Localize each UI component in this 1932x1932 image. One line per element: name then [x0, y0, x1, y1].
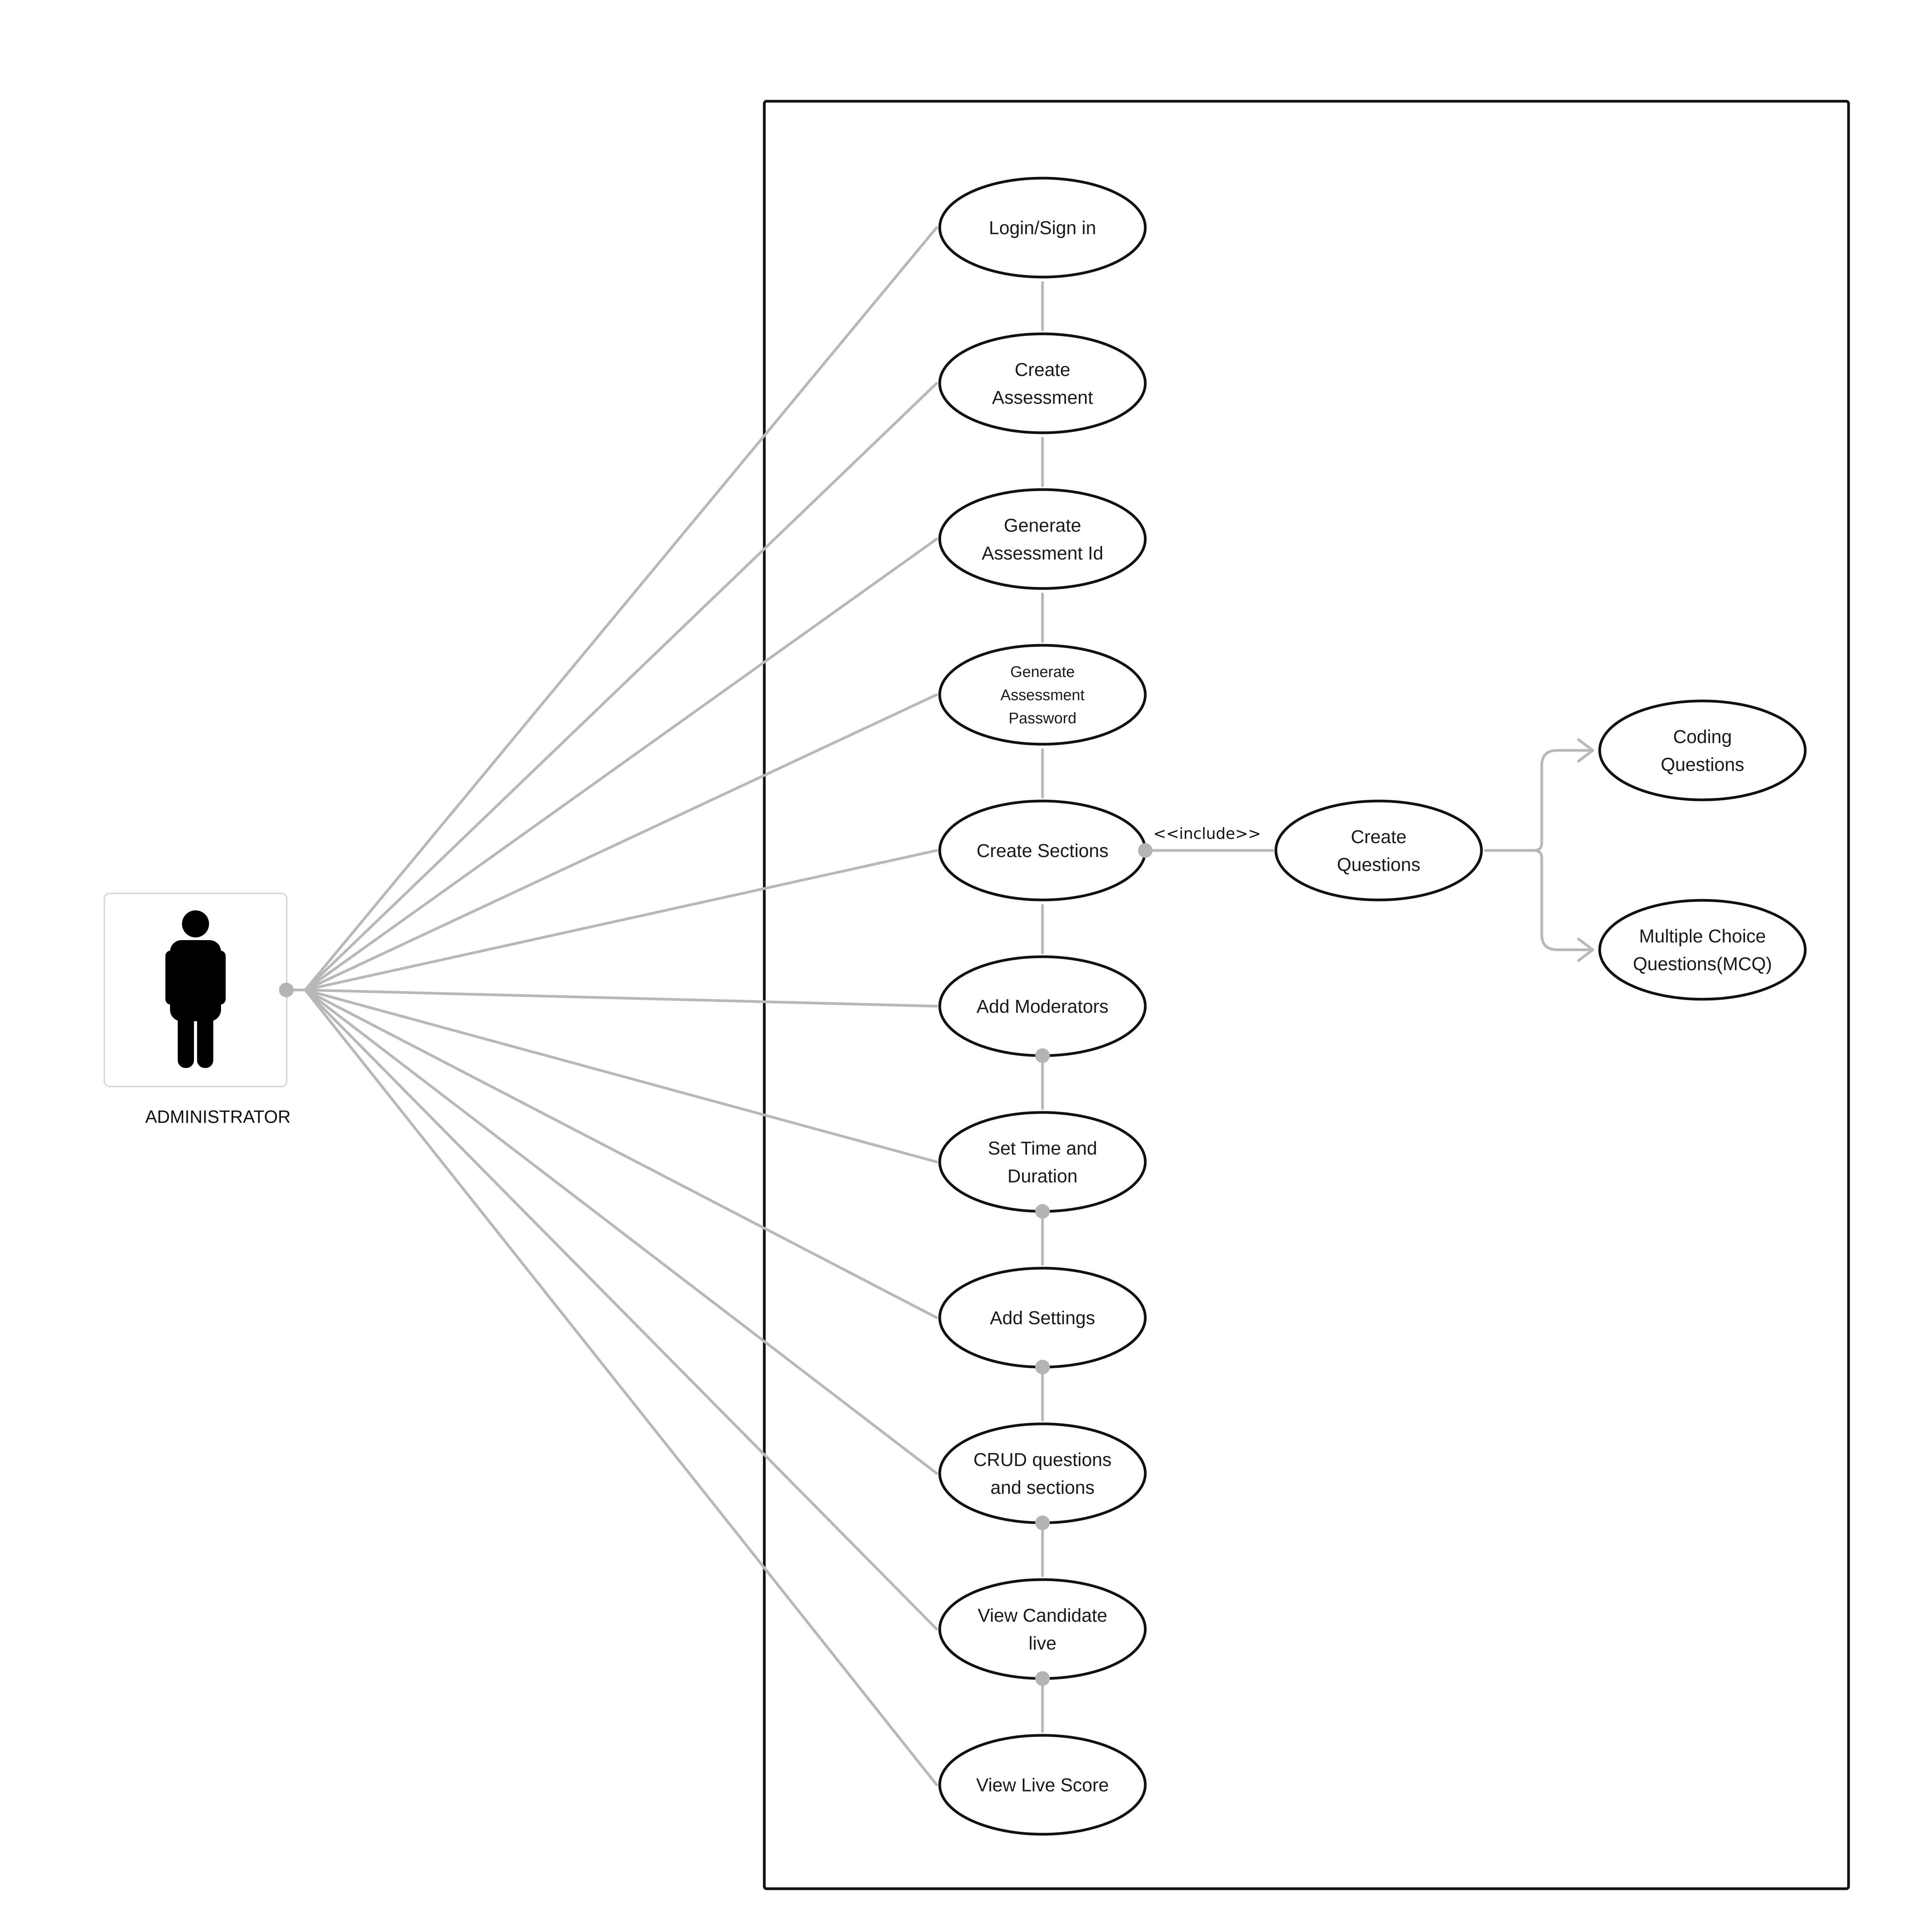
- actor-association-line: [304, 988, 938, 1008]
- branch-connector: [1484, 749, 1594, 951]
- use-case-add-settings-label-line-0: Add Settings: [990, 1308, 1095, 1328]
- use-case-create-questions-label-line-0: Create: [1351, 827, 1406, 847]
- use-case-add-settings[interactable]: Add Settings: [938, 1267, 1147, 1369]
- use-case-create-questions-shape: [1274, 799, 1483, 901]
- use-case-login-shape: [938, 177, 1147, 279]
- use-case-create-assessment-label-line-1: Assessment: [992, 388, 1093, 408]
- use-case-generate-assessment-password-label-line-1: Assessment: [1000, 687, 1085, 704]
- connectors: [285, 226, 1594, 1786]
- actor-association-line: [304, 988, 938, 1319]
- actor-association-line: [304, 226, 938, 992]
- use-case-generate-assessment-id[interactable]: Generate Assessment Id: [938, 488, 1147, 590]
- include-dot: [1138, 843, 1153, 858]
- use-case-login-label-line-0: Login/Sign in: [989, 218, 1096, 238]
- use-case-generate-assessment-id-label-line-1: Assessment Id: [982, 543, 1104, 564]
- use-case-coding-questions-label-line-0: Coding: [1673, 727, 1732, 747]
- use-case-crud-questions-sections[interactable]: CRUD questions and sections: [938, 1422, 1147, 1524]
- use-case-coding-questions-label-line-1: Questions: [1661, 755, 1744, 775]
- arrowhead: [1577, 738, 1594, 763]
- actor-association-line: [304, 988, 938, 1163]
- use-case-view-live-score-label-line-0: View Live Score: [976, 1775, 1109, 1796]
- use-case-coding-questions-shape: [1598, 699, 1807, 801]
- actor[interactable]: ADMINISTRATOR: [104, 893, 291, 1127]
- use-case-create-sections-label-line-0: Create Sections: [976, 841, 1109, 861]
- actor-association-line: [304, 537, 938, 992]
- use-case-generate-assessment-id-label-line-0: Generate: [1004, 515, 1081, 536]
- use-case-mcq[interactable]: Multiple Choice Questions(MCQ): [1598, 899, 1807, 1001]
- use-cases: Login/Sign in Create Assessment Generate Ass…: [938, 177, 1807, 1836]
- include-label: <<include>>: [1153, 825, 1261, 843]
- use-case-view-candidate-live-label-line-0: View Candidate: [978, 1605, 1107, 1626]
- use-case-coding-questions[interactable]: Coding Questions: [1598, 699, 1807, 801]
- chain-dot: [1035, 1204, 1050, 1219]
- connector-dots: [279, 843, 1153, 1686]
- actor-association-line: [304, 988, 938, 1786]
- actor-association-line: [304, 988, 938, 1631]
- use-case-mcq-label-line-1: Questions(MCQ): [1633, 954, 1772, 975]
- actor-association-line: [304, 988, 938, 1475]
- chain-dot: [1035, 1515, 1050, 1530]
- use-case-login[interactable]: Login/Sign in: [938, 177, 1147, 279]
- use-case-create-assessment-shape: [938, 332, 1147, 434]
- use-case-set-time-duration-label-line-0: Set Time and: [988, 1138, 1097, 1159]
- use-case-generate-assessment-id-shape: [938, 488, 1147, 590]
- use-case-view-live-score-shape: [938, 1734, 1147, 1836]
- actor-association-line: [304, 693, 938, 992]
- use-case-set-time-duration[interactable]: Set Time and Duration: [938, 1111, 1147, 1213]
- chain-dot: [1035, 1360, 1050, 1374]
- chain-dot: [1035, 1048, 1050, 1063]
- use-case-create-questions[interactable]: Create Questions: [1274, 799, 1483, 901]
- actor-association-line: [304, 849, 938, 992]
- use-case-add-moderators-label-line-0: Add Moderators: [976, 997, 1109, 1017]
- actor-label: ADMINISTRATOR: [145, 1107, 291, 1127]
- use-case-crud-questions-sections-label-line-0: CRUD questions: [973, 1450, 1111, 1470]
- system-boundary: [763, 100, 1850, 1890]
- actor-connector-dot: [279, 983, 294, 997]
- use-case-create-assessment-label-line-0: Create: [1015, 360, 1070, 380]
- person-icon: [165, 910, 226, 1068]
- use-case-mcq-label-line-0: Multiple Choice: [1639, 926, 1766, 947]
- actor-association-line: [304, 382, 938, 992]
- use-case-view-live-score[interactable]: View Live Score: [938, 1734, 1147, 1836]
- use-case-crud-questions-sections-shape: [938, 1422, 1147, 1524]
- use-case-generate-assessment-password[interactable]: Generate Assessment Password: [938, 644, 1147, 746]
- use-case-view-candidate-live-shape: [938, 1578, 1147, 1680]
- arrowhead: [1577, 937, 1594, 962]
- use-case-create-sections[interactable]: Create Sections: [938, 799, 1147, 901]
- use-case-set-time-duration-shape: [938, 1111, 1147, 1213]
- chain-dot: [1035, 1671, 1050, 1686]
- use-case-create-assessment[interactable]: Create Assessment: [938, 332, 1147, 434]
- use-case-mcq-shape: [1598, 899, 1807, 1001]
- use-case-generate-assessment-password-label-line-0: Generate: [1010, 663, 1075, 680]
- use-case-add-moderators[interactable]: Add Moderators: [938, 955, 1147, 1057]
- use-case-crud-questions-sections-label-line-1: and sections: [990, 1478, 1095, 1498]
- use-case-set-time-duration-label-line-1: Duration: [1007, 1166, 1077, 1187]
- use-case-create-questions-label-line-1: Questions: [1337, 855, 1420, 875]
- use-case-view-candidate-live-label-line-1: live: [1029, 1633, 1056, 1654]
- use-case-generate-assessment-password-label-line-2: Password: [1009, 710, 1077, 727]
- use-case-view-candidate-live[interactable]: View Candidate live: [938, 1578, 1147, 1680]
- use-case-generate-assessment-password-shape: [938, 644, 1147, 746]
